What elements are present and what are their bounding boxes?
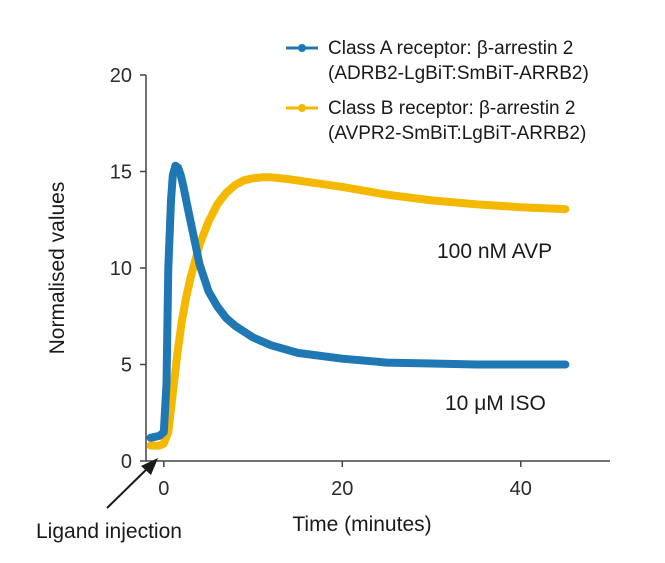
series-0-point: [223, 314, 230, 322]
series-0-point: [517, 361, 524, 368]
series-1-point: [258, 174, 266, 181]
y-tick-label: 5: [121, 355, 132, 377]
series-layer: [146, 161, 570, 450]
series-1-point: [472, 201, 480, 208]
series-0-point: [183, 201, 191, 208]
series-0-point: [165, 264, 172, 272]
series-0-point: [267, 342, 275, 349]
y-tick-label: 20: [110, 65, 132, 87]
series-0-point: [214, 303, 221, 310]
series-0-point: [196, 260, 203, 268]
series-0-point: [180, 183, 187, 191]
series-0-point: [147, 434, 154, 442]
series-0-point: [156, 432, 163, 440]
injection-arrow: [106, 458, 158, 509]
annotation-iso: 10 μM ISO: [445, 392, 546, 415]
legend: Class A receptor: β-arrestin 2 (ADRB2-LgB…: [286, 38, 589, 144]
series-0-point: [249, 334, 257, 341]
series-1-point: [562, 205, 569, 213]
legend-swatch-marker: [298, 44, 306, 52]
series-1-point: [147, 442, 154, 449]
series-line-1: [146, 173, 570, 450]
series-0-point: [294, 349, 301, 357]
series-0-point: [169, 172, 176, 179]
series-0-point: [187, 218, 194, 225]
y-tick-label: 15: [110, 162, 132, 184]
legend-entry-label: (ADRB2-LgBiT:SmBiT-ARRB2): [328, 63, 589, 84]
series-1-point: [205, 218, 212, 225]
annotation-ligand-injection: Ligand injection: [36, 520, 182, 543]
x-tick-label: 0: [158, 478, 169, 500]
series-1-point: [214, 201, 221, 208]
x-tick-label: 40: [510, 478, 532, 500]
series-1-point: [517, 204, 524, 211]
series-1-point: [339, 183, 346, 191]
series-0-point: [177, 172, 184, 179]
x-axis-title: Time (minutes): [292, 513, 431, 536]
y-axis-ticks: 0 5 10 15 20: [110, 65, 146, 473]
series-0-point: [472, 361, 480, 368]
series-1-point: [223, 189, 230, 196]
series-1-point: [428, 197, 435, 204]
series-line-0: [146, 161, 570, 442]
series-1-point: [312, 179, 319, 187]
series-0-point: [167, 197, 175, 204]
series-0-point: [232, 322, 239, 330]
series-0-point: [428, 360, 435, 367]
series-1-point: [285, 176, 292, 183]
series-0-point: [205, 287, 212, 295]
series-0-point: [174, 164, 182, 171]
series-0-point: [163, 380, 170, 387]
x-axis-ticks: 0 20 40: [158, 461, 532, 500]
series-1-point: [267, 174, 275, 181]
series-1-point: [169, 390, 176, 397]
y-tick-label: 10: [110, 258, 132, 280]
series-1-point: [160, 440, 168, 447]
series-1-point: [383, 191, 391, 198]
series-0-point: [160, 428, 168, 436]
legend-entry-label: Class B receptor: β-arrestin 2: [328, 98, 575, 119]
series-0-point: [191, 239, 199, 247]
legend-entry-label: (AVPR2-SmBiT:LgBiT-ARRB2): [328, 123, 586, 144]
annotation-avp: 100 nM AVP: [437, 240, 552, 263]
series-0-point: [339, 355, 346, 362]
y-tick-label: 0: [121, 451, 132, 473]
series-0-point: [383, 359, 391, 366]
series-1-point: [240, 176, 248, 184]
series-1-point: [232, 181, 239, 189]
series-1-point: [174, 351, 181, 359]
series-1-point: [178, 318, 185, 326]
series-1-point: [249, 175, 257, 182]
x-tick-label: 20: [331, 478, 353, 500]
series-1-point: [182, 293, 190, 301]
series-1-point: [187, 274, 194, 281]
y-axis-title: Normalised values: [46, 182, 69, 355]
legend-swatch-marker: [298, 104, 306, 112]
series-0-point: [562, 361, 569, 368]
legend-entry-label: Class A receptor: β-arrestin 2: [328, 38, 573, 59]
